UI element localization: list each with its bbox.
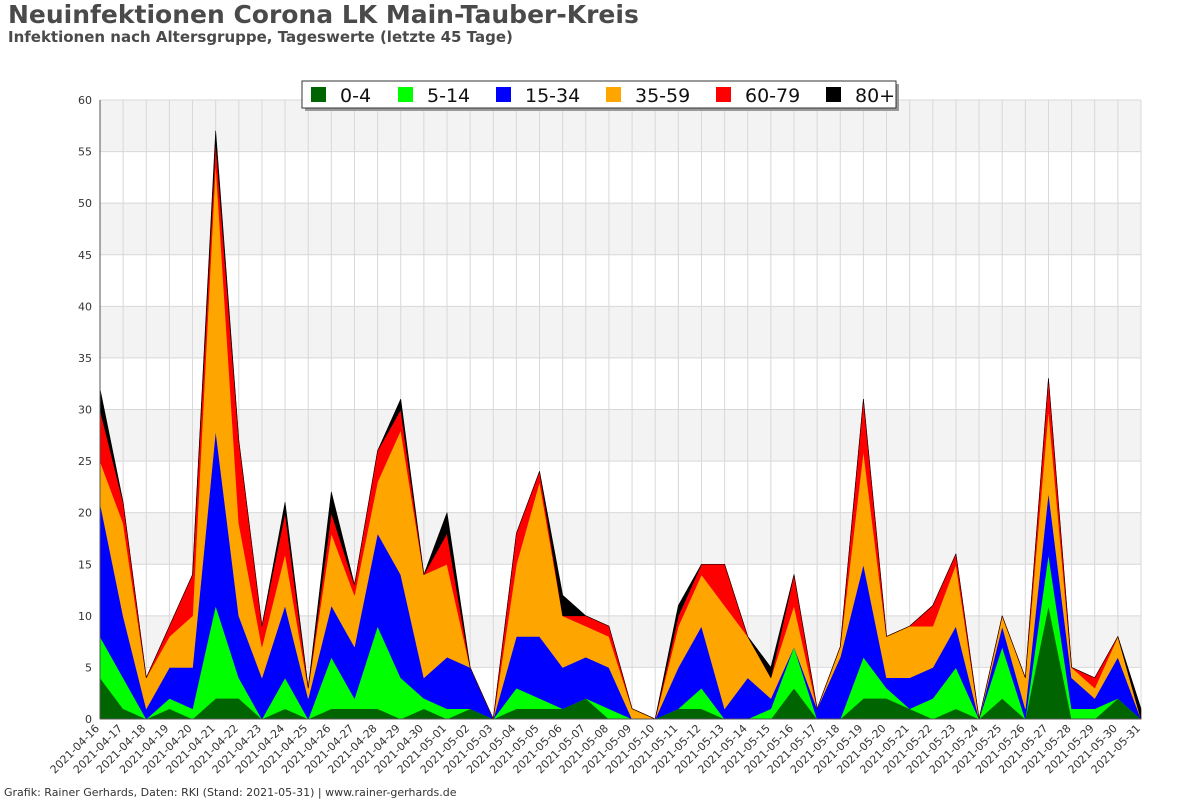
chart-subtitle: Infektionen nach Altersgruppe, Tageswert…	[8, 28, 513, 46]
y-tick-label: 5	[85, 661, 92, 674]
credit-line: Grafik: Rainer Gerhards, Daten: RKI (Sta…	[4, 786, 457, 799]
legend-box	[301, 80, 897, 109]
legend-swatch-80+	[826, 87, 841, 102]
y-tick-label: 45	[78, 249, 92, 262]
y-tick-label: 20	[78, 507, 92, 520]
legend-label-80+: 80+	[855, 85, 895, 107]
grid-band	[100, 306, 1141, 358]
legend: 0-4 5-14 15-34 35-59 60-79 80+	[301, 80, 899, 111]
legend-label-0-4: 0-4	[340, 85, 371, 107]
y-tick-label: 15	[78, 558, 92, 571]
y-tick-label: 40	[78, 300, 92, 313]
legend-swatch-15-34	[496, 87, 511, 102]
legend-swatch-35-59	[606, 87, 621, 102]
y-tick-label: 60	[78, 94, 92, 107]
axes	[99, 100, 1141, 720]
y-tick-label: 30	[78, 404, 92, 417]
y-tick-label: 25	[78, 455, 92, 468]
grid-band	[100, 203, 1141, 255]
y-tick-label: 0	[85, 713, 92, 726]
y-tick-label: 50	[78, 197, 92, 210]
grid-band	[100, 409, 1141, 462]
y-tick-labels: 0 5 10 15 20 25 30 35 40 45 50 55 60	[78, 94, 92, 726]
legend-label-5-14: 5-14	[427, 85, 470, 107]
legend-swatch-5-14	[398, 87, 413, 102]
legend-label-15-34: 15-34	[525, 85, 580, 107]
legend-swatch-60-79	[716, 87, 731, 102]
y-tick-label: 35	[78, 352, 92, 365]
legend-label-60-79: 60-79	[745, 85, 800, 107]
y-tick-label: 55	[78, 146, 92, 159]
series-areas	[99, 130, 1142, 720]
legend-swatch-0-4	[311, 87, 326, 102]
chart-title: Neuinfektionen Corona LK Main-Tauber-Kre…	[8, 0, 639, 29]
legend-label-35-59: 35-59	[635, 85, 690, 107]
y-tick-label: 10	[78, 610, 92, 623]
grid-band	[100, 512, 1141, 565]
x-tick-labels: 2021-04-162021-04-172021-04-182021-04-19…	[48, 722, 1143, 776]
